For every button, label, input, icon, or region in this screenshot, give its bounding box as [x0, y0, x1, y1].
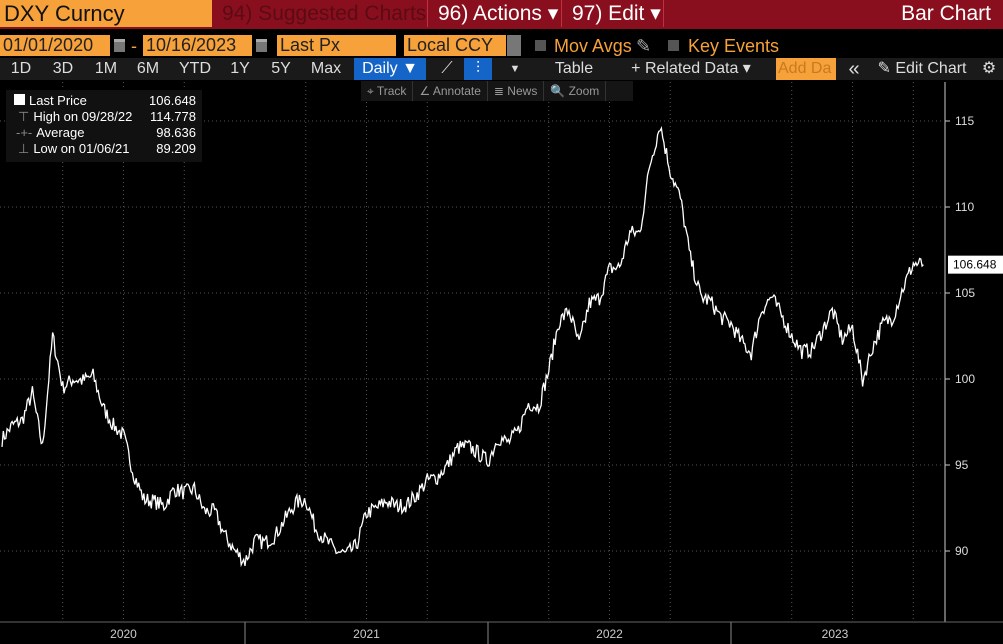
x-tick-label: 2021	[353, 627, 380, 641]
add-data-input[interactable]: Add Da	[776, 58, 836, 80]
toolbar: 1D 3D 1M 6M YTD 1Y 5Y Max Daily ▼ ⟋ ⫶ ▼ …	[0, 58, 1003, 80]
legend-label: Last Price	[29, 93, 87, 108]
frequency-select[interactable]: Daily ▼	[354, 58, 426, 80]
legend-low: ⊥ Low on 01/06/21 89.209	[14, 141, 202, 157]
bar-chart-icon[interactable]: ⫶	[464, 58, 492, 80]
legend-value: 106.648	[149, 93, 196, 108]
legend: Last Price 106.648 ⊤ High on 09/28/22 114.7…	[6, 90, 202, 162]
series-swatch	[14, 94, 25, 105]
y-tick-label: 105	[955, 286, 975, 300]
chart-tools: ⌖ Track ∠ Annotate ≣ News 🔍 Zoom	[361, 81, 633, 101]
period-ytd[interactable]: YTD	[179, 60, 211, 77]
y-tick-label: 115	[955, 114, 974, 128]
legend-label: Low on 01/06/21	[33, 141, 130, 156]
y-tick-label: 110	[955, 200, 974, 214]
related-data-button[interactable]: + Related Data ▾	[631, 60, 751, 77]
y-tick-label: 90	[955, 544, 969, 558]
legend-value: 89.209	[156, 141, 196, 156]
price-line	[1, 126, 924, 568]
last-price-label: 106.648	[953, 258, 997, 272]
actions-menu[interactable]: 96) Actions ▾	[432, 0, 562, 27]
mov-avgs-checkbox[interactable]	[535, 40, 546, 51]
calendar-icon[interactable]	[114, 39, 125, 52]
period-1d[interactable]: 1D	[10, 60, 32, 77]
edit-chart-button[interactable]: ✎ Edit Chart	[870, 58, 974, 80]
table-button[interactable]: Table	[554, 60, 594, 77]
legend-last-price: Last Price 106.648	[14, 93, 202, 109]
legend-value: 98.636	[156, 125, 196, 140]
collapse-button[interactable]: «	[848, 58, 860, 80]
legend-label: High on 09/28/22	[33, 109, 133, 124]
period-3d[interactable]: 3D	[52, 60, 74, 77]
period-5y[interactable]: 5Y	[271, 60, 291, 77]
zoom-tool[interactable]: 🔍 Zoom	[544, 81, 607, 101]
start-date-field[interactable]: 01/01/2020	[0, 35, 110, 56]
suggested-charts-button[interactable]: 94) Suggested Charts	[216, 0, 428, 27]
key-events-checkbox[interactable]	[668, 40, 679, 51]
track-tool[interactable]: ⌖ Track	[361, 81, 414, 101]
pencil-icon[interactable]: ✎	[636, 36, 652, 56]
period-6m[interactable]: 6M	[136, 60, 160, 77]
annotate-tool[interactable]: ∠ Annotate	[413, 81, 488, 101]
calendar-icon[interactable]	[256, 39, 267, 52]
chart-type-dropdown[interactable]: ▼	[509, 63, 521, 75]
legend-high: ⊤ High on 09/28/22 114.778	[14, 109, 202, 125]
legend-label: Average	[36, 125, 85, 140]
edit-menu[interactable]: 97) Edit ▾	[568, 0, 664, 27]
edit-chart-label: Edit Chart	[895, 60, 967, 77]
period-1y[interactable]: 1Y	[230, 60, 250, 77]
period-max[interactable]: Max	[310, 60, 342, 77]
currency-select[interactable]: Local CCY	[404, 35, 506, 56]
y-tick-label: 100	[955, 372, 975, 386]
field-select[interactable]: Last Px	[277, 35, 396, 56]
key-events-label: Key Events	[688, 36, 780, 56]
mov-avgs-label: Mov Avgs	[554, 36, 632, 56]
y-tick-label: 95	[955, 458, 969, 472]
pencil-icon: ✎	[877, 60, 896, 77]
chart-type-label: Bar Chart	[901, 2, 991, 25]
high-icon: ⊤	[18, 109, 30, 124]
low-icon: ⊥	[18, 141, 30, 156]
ticker-field[interactable]: DXY Curncy	[0, 0, 212, 27]
average-icon: -+-	[16, 125, 33, 140]
end-date-field[interactable]: 10/16/2023	[143, 35, 252, 56]
legend-value: 114.778	[149, 109, 196, 124]
options-row: 01/01/2020 - 10/16/2023 Last Px Local CC…	[0, 35, 1003, 57]
currency-dropdown-arrow[interactable]	[507, 35, 521, 56]
x-tick-label: 2022	[596, 627, 623, 641]
news-tool[interactable]: ≣ News	[488, 81, 545, 101]
settings-gear-icon[interactable]: ⚙	[981, 60, 997, 77]
line-chart-icon[interactable]: ⟋	[441, 60, 453, 77]
x-tick-label: 2023	[822, 627, 849, 641]
period-1m[interactable]: 1M	[94, 60, 118, 77]
last-price-marker	[948, 255, 1003, 274]
title-bar: DXY Curncy 94) Suggested Charts 96) Acti…	[0, 0, 1003, 29]
legend-average: -+- Average 98.636	[14, 125, 202, 141]
x-tick-label: 2020	[110, 627, 137, 641]
date-dash: -	[131, 36, 137, 56]
